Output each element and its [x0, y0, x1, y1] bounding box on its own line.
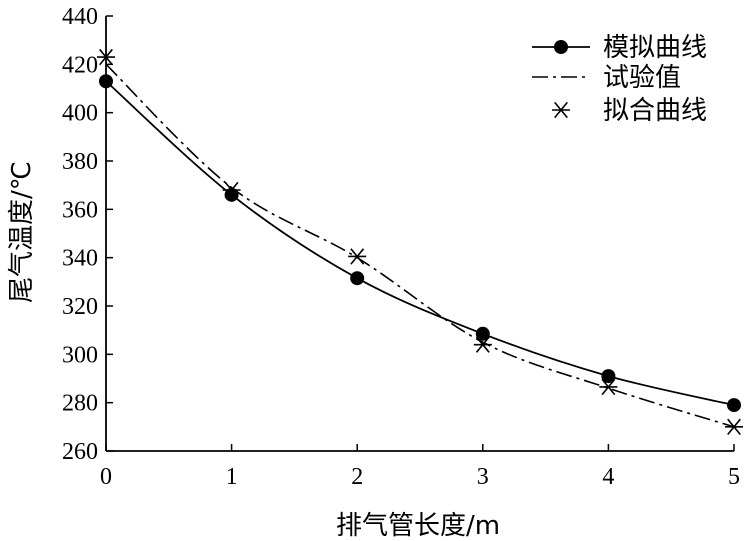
- simulated-point: [99, 74, 113, 89]
- y-tick-label: 320: [62, 294, 98, 320]
- y-axis-ticks: 260 280 300 320 340 360 380 400 420 440: [62, 4, 113, 465]
- series-line-experimental: [105, 63, 735, 428]
- y-tick-label: 280: [62, 391, 98, 417]
- x-tick-label: 0: [100, 464, 112, 490]
- series-layer: [97, 48, 743, 435]
- series-line-simulated: [105, 80, 735, 406]
- x-tick-label: 2: [351, 464, 363, 490]
- y-tick-label: 260: [62, 439, 98, 465]
- simulated-point: [350, 271, 365, 286]
- y-tick-label: 380: [62, 149, 98, 175]
- simulated-point: [224, 187, 239, 202]
- y-tick-label: 400: [62, 101, 98, 127]
- y-tick-label: 340: [62, 246, 98, 272]
- y-axis-title: 尾气温度/℃: [7, 161, 37, 303]
- x-axis-ticks: 0 1 2 3 4 5: [100, 444, 740, 490]
- legend-marker-fitted: [552, 101, 570, 119]
- x-axis-title: 排气管长度/m: [336, 511, 500, 541]
- legend-label-fitted: 拟合曲线: [603, 96, 707, 126]
- y-tick-label: 300: [62, 342, 98, 368]
- fitted-point: [348, 248, 367, 265]
- x-tick-label: 3: [477, 464, 489, 490]
- legend-label-simulated: 模拟曲线: [603, 33, 707, 63]
- x-tick-label: 5: [728, 464, 740, 490]
- x-tick-label: 4: [602, 464, 614, 490]
- y-tick-label: 420: [62, 52, 98, 78]
- legend: 模拟曲线 试验值 拟合曲线: [532, 33, 707, 126]
- legend-label-experimental: 试验值: [603, 63, 681, 93]
- simulated-point: [727, 398, 741, 413]
- legend-marker-simulated: [554, 40, 568, 54]
- fitted-point: [599, 378, 618, 396]
- y-tick-label: 360: [62, 197, 98, 223]
- axes: [105, 16, 734, 452]
- y-tick-label: 440: [62, 4, 98, 30]
- x-tick-label: 1: [226, 464, 238, 490]
- simulated-point: [601, 369, 616, 384]
- fitted-point: [97, 48, 115, 66]
- simulated-point: [475, 326, 490, 341]
- fitted-point: [725, 418, 743, 435]
- fitted-point: [473, 336, 492, 353]
- fitted-point: [222, 181, 241, 199]
